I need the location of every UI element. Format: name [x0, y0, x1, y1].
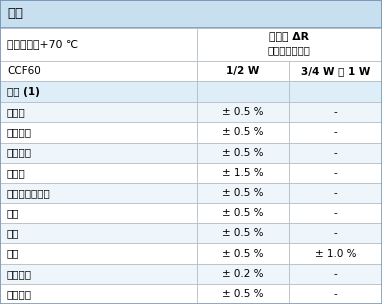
- Bar: [0, 143, 197, 163]
- Bar: [289, 81, 382, 102]
- Text: -: -: [334, 269, 337, 279]
- Bar: [289, 223, 382, 244]
- Text: ± 0.5 %: ± 0.5 %: [222, 228, 264, 238]
- Bar: [197, 264, 289, 284]
- Text: -: -: [334, 208, 337, 218]
- Text: CCF60: CCF60: [7, 66, 40, 76]
- Text: ± 1.5 %: ± 1.5 %: [222, 168, 264, 178]
- Bar: [197, 284, 289, 304]
- Text: ± 0.5 %: ± 0.5 %: [222, 188, 264, 198]
- Text: -: -: [334, 168, 337, 178]
- Text: 端子强度: 端子强度: [7, 269, 32, 279]
- Text: 冲击: 冲击: [7, 208, 19, 218]
- Bar: [0, 264, 197, 284]
- Bar: [289, 244, 382, 264]
- Bar: [289, 61, 382, 81]
- Text: -: -: [334, 107, 337, 117]
- Bar: [197, 61, 289, 81]
- Text: 最大值 ΔR: 最大值 ΔR: [269, 31, 309, 41]
- Text: 性能: 性能: [7, 8, 23, 20]
- Bar: [0, 183, 197, 203]
- Text: 绝缘耐压: 绝缘耐压: [7, 289, 32, 299]
- Text: ± 0.5 %: ± 0.5 %: [222, 148, 264, 157]
- Bar: [197, 81, 289, 102]
- Text: （典型测试段）: （典型测试段）: [268, 45, 311, 55]
- Bar: [289, 102, 382, 122]
- Text: -: -: [334, 289, 337, 299]
- Bar: [0, 81, 197, 102]
- Bar: [197, 143, 289, 163]
- Bar: [289, 284, 382, 304]
- Bar: [0, 244, 197, 264]
- Text: -: -: [334, 188, 337, 198]
- Text: 额定功率，+70 ℃: 额定功率，+70 ℃: [7, 40, 78, 49]
- Bar: [0, 102, 197, 122]
- Bar: [197, 223, 289, 244]
- Text: ± 0.5 %: ± 0.5 %: [222, 127, 264, 137]
- Bar: [197, 244, 289, 264]
- Text: 振动: 振动: [7, 228, 19, 238]
- Text: ± 0.5 %: ± 0.5 %: [222, 208, 264, 218]
- Text: 焊接热的耐受力: 焊接热的耐受力: [7, 188, 51, 198]
- Text: -: -: [334, 148, 337, 157]
- Bar: [0, 203, 197, 223]
- Text: 测试 (1): 测试 (1): [7, 87, 40, 97]
- Bar: [0, 28, 197, 61]
- Bar: [0, 223, 197, 244]
- Bar: [289, 143, 382, 163]
- Text: 低温工作: 低温工作: [7, 148, 32, 157]
- Text: ± 0.5 %: ± 0.5 %: [222, 249, 264, 258]
- Bar: [289, 264, 382, 284]
- Bar: [197, 203, 289, 223]
- Bar: [0, 122, 197, 143]
- Bar: [0, 0, 382, 28]
- Bar: [289, 203, 382, 223]
- Text: 热冲击: 热冲击: [7, 107, 26, 117]
- Text: ± 0.5 %: ± 0.5 %: [222, 289, 264, 299]
- Bar: [197, 28, 382, 61]
- Bar: [197, 163, 289, 183]
- Bar: [0, 284, 197, 304]
- Text: 短时过载: 短时过载: [7, 127, 32, 137]
- Bar: [289, 163, 382, 183]
- Text: 1/2 W: 1/2 W: [226, 66, 260, 76]
- Bar: [197, 122, 289, 143]
- Bar: [289, 122, 382, 143]
- Bar: [289, 183, 382, 203]
- Bar: [0, 61, 197, 81]
- Text: 寿命: 寿命: [7, 249, 19, 258]
- Bar: [0, 163, 197, 183]
- Text: 防潮性: 防潮性: [7, 168, 26, 178]
- Bar: [197, 183, 289, 203]
- Text: -: -: [334, 228, 337, 238]
- Bar: [197, 102, 289, 122]
- Text: -: -: [334, 127, 337, 137]
- Text: ± 0.2 %: ± 0.2 %: [222, 269, 264, 279]
- Text: ± 1.0 %: ± 1.0 %: [315, 249, 356, 258]
- Text: 3/4 W 和 1 W: 3/4 W 和 1 W: [301, 66, 370, 76]
- Text: ± 0.5 %: ± 0.5 %: [222, 107, 264, 117]
